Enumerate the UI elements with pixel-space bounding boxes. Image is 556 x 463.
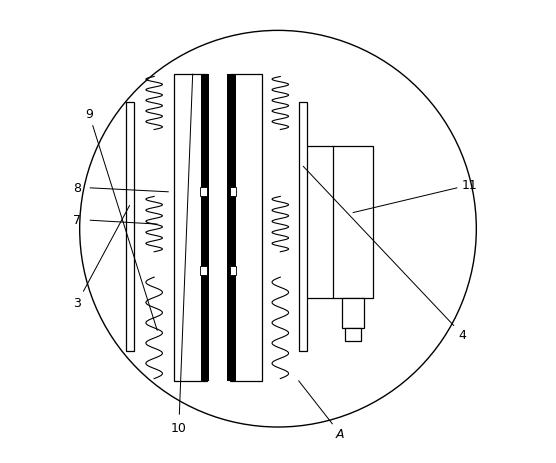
Text: A: A [336, 427, 345, 440]
Text: 8: 8 [73, 181, 81, 194]
Bar [299, 103, 307, 351]
Bar [200, 266, 206, 275]
Bar [230, 75, 262, 381]
Bar [345, 328, 361, 341]
Bar [200, 188, 206, 197]
Text: 11: 11 [461, 179, 477, 192]
Text: 9: 9 [85, 108, 93, 121]
Bar [230, 188, 236, 197]
Bar [126, 103, 134, 351]
Bar [341, 298, 364, 328]
Text: 7: 7 [73, 213, 81, 226]
Bar [174, 75, 206, 381]
Text: 4: 4 [459, 329, 466, 342]
Bar [230, 266, 236, 275]
Bar [227, 75, 236, 381]
Bar [334, 146, 373, 298]
Bar [201, 75, 209, 381]
Text: 10: 10 [171, 420, 187, 433]
Text: 3: 3 [73, 296, 81, 309]
